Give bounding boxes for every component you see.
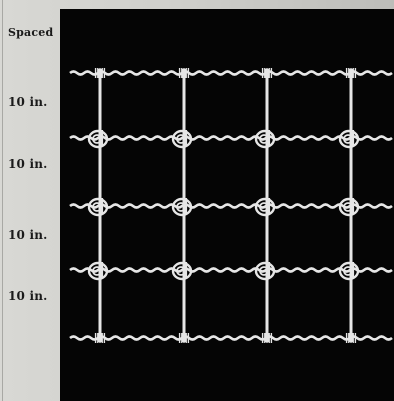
wire-knot-loop bbox=[338, 261, 360, 281]
page-edge-line bbox=[2, 0, 3, 401]
wire-knot-loop bbox=[87, 129, 109, 149]
line-wire-5 bbox=[69, 335, 393, 341]
wire-knot-loop bbox=[254, 261, 276, 281]
line-wire-3 bbox=[69, 203, 393, 209]
line-wire-4 bbox=[69, 267, 393, 273]
line-wire-2 bbox=[69, 135, 393, 141]
fence-drawing-panel bbox=[60, 9, 394, 401]
wire-knot-loop bbox=[171, 261, 193, 281]
wire-knot-loop bbox=[171, 129, 193, 149]
spacing-label-2: 10 in. bbox=[8, 157, 48, 171]
wire-knot-loop bbox=[338, 129, 360, 149]
wire-knot-loop bbox=[87, 197, 109, 217]
spacing-label-3: 10 in. bbox=[8, 228, 48, 242]
woven-wire-fence-drawing bbox=[69, 68, 393, 343]
spacing-header: Spaced bbox=[8, 26, 54, 39]
wire-knot-loop bbox=[338, 197, 360, 217]
wire-knot-loop bbox=[254, 129, 276, 149]
spacing-label-1: 10 in. bbox=[8, 95, 48, 109]
wire-knot-loop bbox=[171, 197, 193, 217]
spacing-labels: Spaced 10 in. 10 in. 10 in. 10 in. bbox=[0, 0, 60, 401]
spacing-label-4: 10 in. bbox=[8, 289, 48, 303]
wire-knot-loop bbox=[254, 197, 276, 217]
line-wire-1 bbox=[69, 70, 393, 76]
wire-knot-loop bbox=[87, 261, 109, 281]
